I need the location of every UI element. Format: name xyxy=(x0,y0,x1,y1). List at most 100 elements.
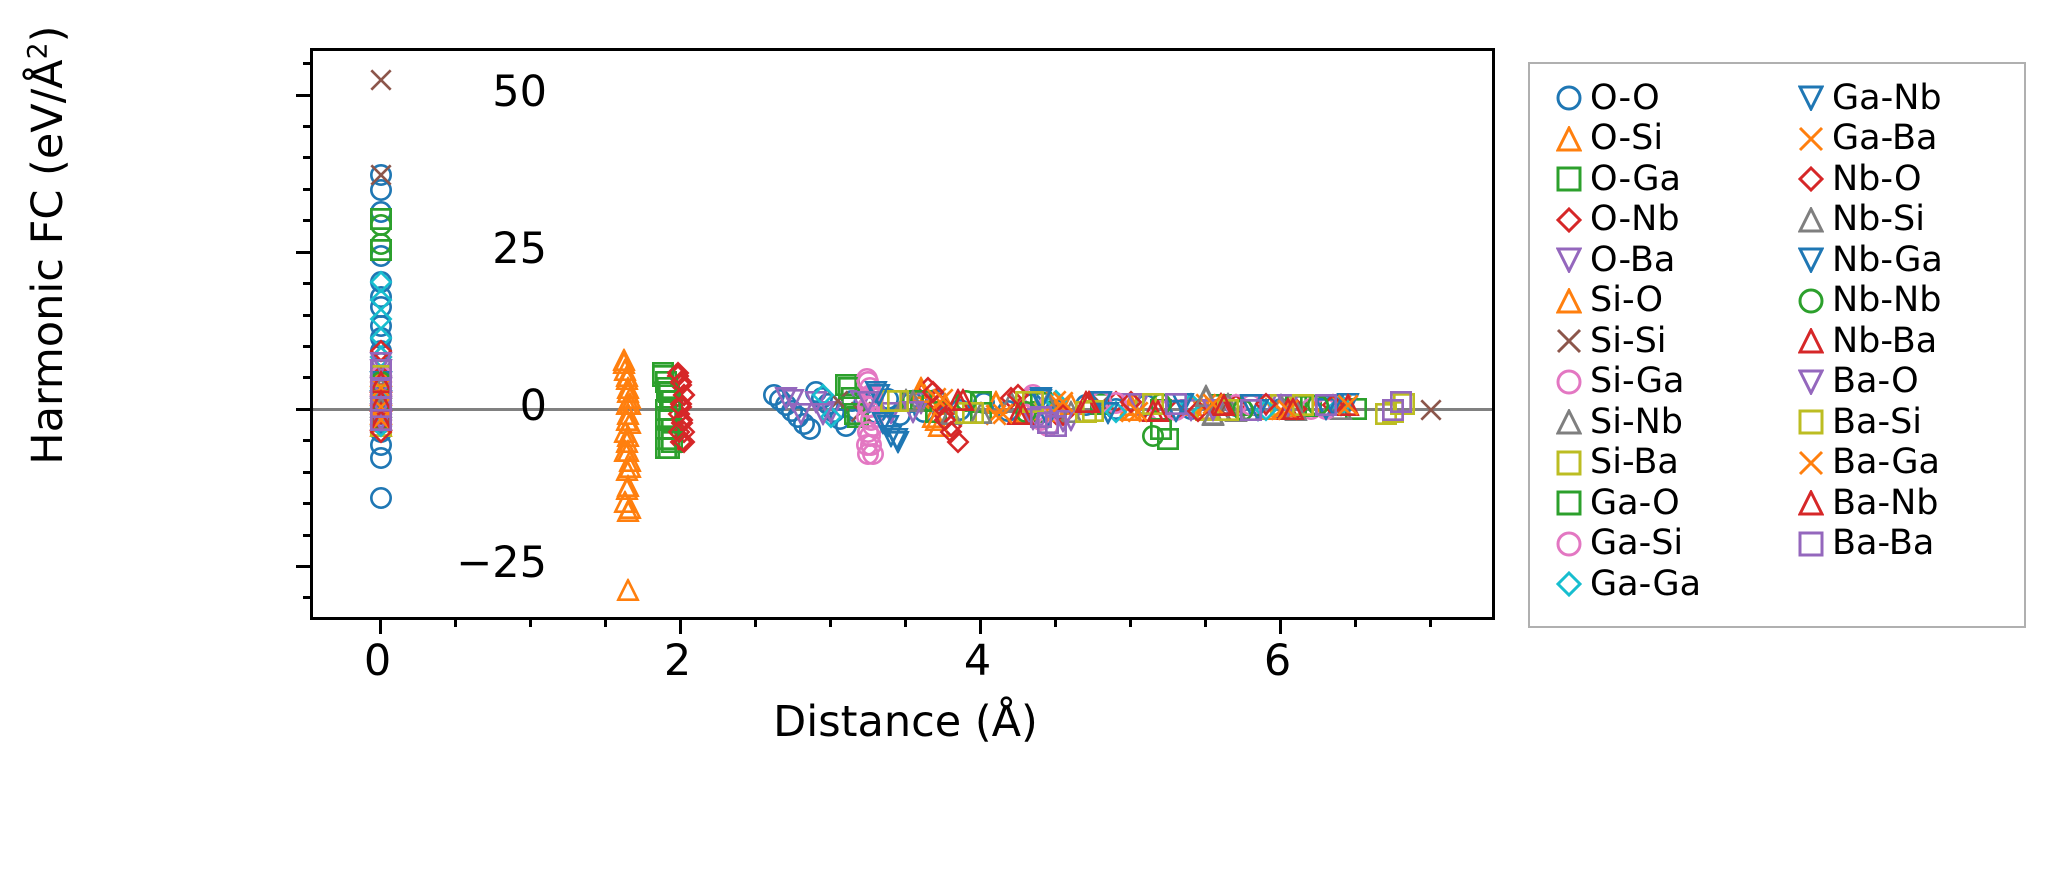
data-point xyxy=(909,389,932,417)
data-point xyxy=(369,377,392,404)
data-point xyxy=(369,415,392,442)
data-point xyxy=(1118,390,1143,417)
legend-item-o-ga[interactable]: O-Ga xyxy=(1548,159,1790,200)
data-point xyxy=(998,389,1023,418)
data-point xyxy=(369,408,392,435)
data-point xyxy=(1381,401,1405,428)
legend-item-nb-si[interactable]: Nb-Si xyxy=(1790,200,1943,241)
legend-marker-icon xyxy=(1790,284,1832,318)
legend-item-ga-si[interactable]: Ga-Si xyxy=(1548,524,1790,565)
data-point xyxy=(369,239,392,266)
data-point xyxy=(368,369,393,398)
legend-marker-icon xyxy=(1790,122,1832,156)
data-point xyxy=(1178,398,1203,425)
legend-item-si-nb[interactable]: Si-Nb xyxy=(1548,402,1790,443)
data-point xyxy=(1313,398,1338,425)
data-point xyxy=(1193,396,1218,425)
data-point xyxy=(654,437,677,464)
legend-item-si-o[interactable]: Si-O xyxy=(1548,281,1790,322)
legend-item-label: Si-Ga xyxy=(1590,361,1685,402)
legend-item-label: Ba-Ga xyxy=(1832,442,1940,483)
data-point xyxy=(368,288,393,316)
data-point xyxy=(792,412,815,439)
data-point xyxy=(946,387,970,415)
legend-item-ba-ga[interactable]: Ba-Ga xyxy=(1790,443,1943,484)
data-point xyxy=(864,401,887,428)
data-point xyxy=(1211,392,1236,420)
data-point xyxy=(1314,398,1337,425)
data-point xyxy=(611,347,636,376)
data-point xyxy=(368,402,393,429)
data-point xyxy=(369,358,392,385)
legend-item-ba-nb[interactable]: Ba-Nb xyxy=(1790,483,1943,524)
data-point xyxy=(968,400,993,428)
plot-axes: Distance (Å) xyxy=(296,48,1495,747)
legend-item-label: O-Si xyxy=(1590,118,1664,159)
legend-item-o-o[interactable]: O-O xyxy=(1548,78,1790,119)
data-point xyxy=(368,389,393,417)
data-point xyxy=(657,380,680,407)
data-point xyxy=(369,364,392,391)
legend-item-nb-ba[interactable]: Nb-Ba xyxy=(1790,321,1943,362)
legend-item-ga-ga[interactable]: Ga-Ga xyxy=(1548,564,1790,605)
legend-item-ba-si[interactable]: Ba-Si xyxy=(1790,402,1943,443)
data-point xyxy=(992,403,1015,430)
data-point xyxy=(1029,391,1052,418)
legend-item-nb-o[interactable]: Nb-O xyxy=(1790,159,1943,200)
legend-item-si-ba[interactable]: Si-Ba xyxy=(1548,443,1790,484)
y-tick-major xyxy=(296,250,313,254)
legend-item-nb-ga[interactable]: Nb-Ga xyxy=(1790,240,1943,281)
series-legend: O-O O-Si O-Ga O-Nb O-Ba Si-O Si-Si Si-Ga Si-Nb Si… xyxy=(1528,62,2026,628)
data-point xyxy=(781,388,805,415)
legend-item-o-ba[interactable]: O-Ba xyxy=(1548,240,1790,281)
data-point xyxy=(861,415,884,442)
data-point xyxy=(954,390,977,417)
legend-item-nb-nb[interactable]: Nb-Nb xyxy=(1790,281,1943,322)
data-point xyxy=(840,390,863,417)
data-point xyxy=(368,364,393,391)
data-point xyxy=(369,377,392,404)
data-point xyxy=(1006,400,1030,429)
data-point xyxy=(369,390,392,417)
data-point xyxy=(616,473,640,501)
data-point xyxy=(1194,398,1217,425)
data-point xyxy=(946,430,970,457)
data-point xyxy=(369,446,392,473)
legend-marker-icon xyxy=(1548,324,1590,358)
legend-item-o-si[interactable]: O-Si xyxy=(1548,119,1790,160)
data-point xyxy=(369,314,392,341)
data-point xyxy=(616,498,640,527)
legend-item-ga-o[interactable]: Ga-O xyxy=(1548,483,1790,524)
legend-item-o-nb[interactable]: O-Nb xyxy=(1548,200,1790,241)
data-point xyxy=(857,421,880,448)
legend-marker-icon xyxy=(1548,81,1590,115)
data-point xyxy=(1163,400,1188,427)
data-point xyxy=(369,408,392,435)
legend-marker-icon xyxy=(1790,243,1832,277)
data-point xyxy=(1194,392,1217,419)
legend-item-label: Ba-Nb xyxy=(1832,482,1939,523)
data-point xyxy=(855,368,878,395)
legend-item-si-si[interactable]: Si-Si xyxy=(1548,321,1790,362)
data-point xyxy=(1149,393,1172,420)
plot-area xyxy=(313,51,1492,617)
x-tick-minor xyxy=(829,617,832,627)
legend-item-ba-o[interactable]: Ba-O xyxy=(1790,362,1943,403)
legend-item-ga-ba[interactable]: Ga-Ba xyxy=(1790,119,1943,160)
data-point xyxy=(1127,400,1150,427)
data-point xyxy=(1389,393,1412,420)
y-tick-label: −25 xyxy=(456,538,547,589)
data-point xyxy=(368,400,393,429)
legend-item-label: Ga-Ba xyxy=(1832,118,1938,159)
legend-item-si-ga[interactable]: Si-Ga xyxy=(1548,362,1790,403)
data-point xyxy=(969,401,992,428)
y-tick-label: 50 xyxy=(492,67,547,117)
legend-item-ga-nb[interactable]: Ga-Nb xyxy=(1790,78,1943,119)
data-point xyxy=(948,399,971,426)
legend-item-label: Ga-Ga xyxy=(1590,563,1702,604)
data-point xyxy=(1171,392,1195,419)
legend-item-ba-ba[interactable]: Ba-Ba xyxy=(1790,524,1943,565)
data-point xyxy=(1021,407,1045,434)
data-point xyxy=(1239,393,1262,420)
data-point xyxy=(923,389,948,417)
